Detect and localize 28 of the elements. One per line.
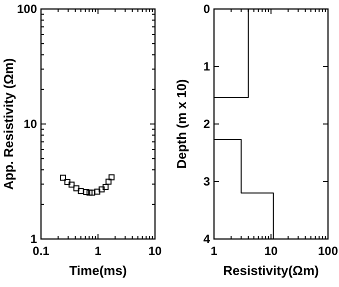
point <box>89 190 96 196</box>
y-tick-label: 4 <box>203 232 210 246</box>
y-axis-title: Depth (m x 10) <box>174 79 189 169</box>
point <box>73 185 80 192</box>
y-tick-label: 100 <box>16 2 38 16</box>
x-tick-label: 1 <box>94 244 102 258</box>
y-tick-label: 3 <box>203 174 210 188</box>
x-axis-title: Resistivity(Ωm) <box>223 263 319 278</box>
y-tick-label: 1 <box>30 232 38 246</box>
point <box>106 178 112 185</box>
point <box>86 190 93 196</box>
y-tick-label: 0 <box>203 2 210 16</box>
y-axis-title: App. Resistivity (Ωm) <box>1 58 16 190</box>
x-tick-label: 100 <box>318 244 338 258</box>
point <box>60 174 66 181</box>
point <box>64 179 70 186</box>
y-tick-label: 2 <box>203 117 210 131</box>
x-tick-label: 0.1 <box>32 244 50 258</box>
point <box>102 184 109 190</box>
x-tick-label: 10 <box>264 244 278 258</box>
point <box>68 182 75 188</box>
x-axis-title: Time(ms) <box>69 263 127 278</box>
point <box>78 188 84 194</box>
point <box>98 186 105 192</box>
x-tick-label: 10 <box>148 244 162 258</box>
y-tick-label: 10 <box>24 117 38 131</box>
point <box>94 188 100 195</box>
y-tick-label: 1 <box>203 60 210 74</box>
